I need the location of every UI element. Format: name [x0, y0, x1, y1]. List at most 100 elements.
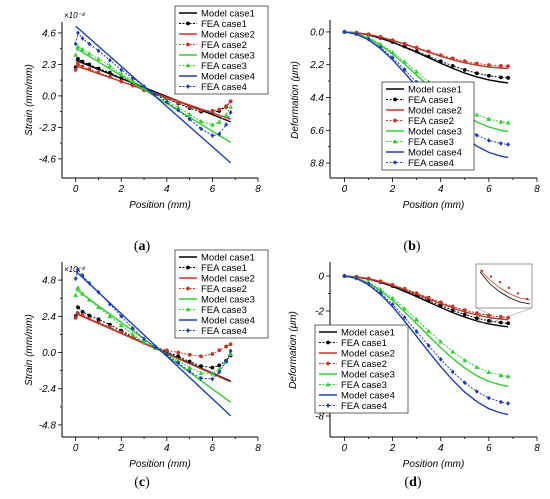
- data-point: [506, 321, 511, 326]
- data-point: [187, 359, 192, 364]
- data-point: [402, 315, 407, 320]
- panel-c: 0 2 4 6 8 4.8 2.4 0.0 -2.4 -4.8 ×10⁻⁴ Position (mm)…: [24, 249, 269, 490]
- data-point: [107, 313, 113, 319]
- data-point: [498, 320, 503, 325]
- data-point: [505, 373, 511, 379]
- data-point: [438, 53, 443, 58]
- legend-entry: FEA case4: [341, 401, 387, 412]
- inset-zoom: [475, 263, 533, 323]
- data-point: [378, 286, 383, 292]
- data-point: [76, 267, 80, 272]
- data-point: [498, 64, 503, 68]
- data-point: [390, 301, 395, 307]
- legend-marker: [185, 63, 191, 68]
- series-group: [342, 273, 511, 416]
- data-point: [474, 364, 480, 369]
- data-point: [228, 348, 233, 354]
- data-point: [142, 83, 146, 89]
- legend-marker: [186, 265, 190, 270]
- data-point: [506, 64, 511, 69]
- series-line: [75, 25, 232, 164]
- y-tick-label: 2.3: [41, 60, 56, 71]
- legend-entry: Model case1: [201, 8, 255, 19]
- data-point: [210, 133, 215, 138]
- data-point: [153, 91, 158, 97]
- data-point: [80, 46, 85, 52]
- data-point: [73, 67, 78, 72]
- legend-marker: [186, 84, 190, 89]
- data-point: [498, 372, 504, 378]
- series-line: [75, 268, 232, 380]
- data-point: [498, 141, 503, 146]
- data-point: [164, 352, 169, 358]
- legend-marker: [186, 328, 190, 333]
- data-point: [224, 104, 228, 109]
- data-point: [96, 56, 101, 61]
- data-point: [87, 62, 92, 67]
- panel-a: 0 2 4 6 8 4.6 2.3 0.0 -2.3 -4.6 ×10⁻⁴ Position (mm)…: [24, 5, 269, 254]
- y-axis-title: Deformation (μm): [288, 311, 299, 389]
- data-point: [438, 339, 444, 344]
- data-point: [378, 41, 383, 47]
- data-point: [141, 339, 147, 344]
- axis-multiplier: ×10⁻⁴: [64, 265, 86, 274]
- legend-box: [174, 5, 269, 95]
- data-point: [402, 41, 407, 46]
- zoom-connector: [475, 307, 492, 315]
- data-point: [75, 44, 81, 49]
- x-tick-label: 4: [164, 443, 170, 454]
- data-point: [342, 29, 347, 35]
- data-point: [486, 73, 491, 78]
- data-point: [217, 107, 222, 112]
- series-group: [73, 25, 234, 164]
- data-point: [506, 401, 511, 406]
- data-point: [462, 312, 467, 317]
- legend-entry: Model case1: [201, 252, 255, 263]
- data-point: [96, 317, 101, 322]
- data-point: [96, 48, 101, 54]
- y-tick-label: 2.4: [41, 312, 56, 323]
- legend-entry: FEA case1: [201, 19, 247, 30]
- data-point: [506, 315, 511, 320]
- data-point: [474, 112, 480, 117]
- data-point: [142, 336, 146, 342]
- y-tick-label: 2.2: [309, 60, 324, 71]
- data-point: [107, 63, 113, 68]
- panel-caption: (b): [403, 239, 420, 254]
- x-tick-label: 6: [486, 443, 492, 454]
- data-point: [378, 290, 383, 296]
- data-point: [506, 75, 511, 80]
- data-point: [217, 131, 222, 137]
- inset-point: [489, 275, 493, 278]
- y-tick-label: 4.4: [310, 93, 324, 104]
- data-point: [438, 356, 443, 362]
- data-point: [402, 286, 407, 291]
- legend-entry: FEA case3: [408, 137, 454, 148]
- data-point: [107, 324, 112, 329]
- legend-entry: Model case2: [408, 105, 462, 116]
- x-axis-title: Position (mm): [129, 200, 191, 211]
- series-line: [75, 59, 231, 123]
- inset-point: [516, 292, 520, 295]
- legend-marker: [326, 340, 330, 345]
- legend-entry: FEA case2: [201, 284, 247, 295]
- data-point: [76, 305, 80, 310]
- data-point: [130, 75, 135, 81]
- data-point: [187, 104, 192, 109]
- y-tick-label: -2.4: [39, 384, 57, 395]
- x-tick-label: 2: [117, 443, 124, 454]
- inset-frame: [475, 263, 533, 309]
- panel-caption: (a): [134, 239, 151, 254]
- data-point: [474, 61, 479, 66]
- data-point: [73, 52, 79, 57]
- y-axis-title: Strain (mm/mm): [24, 64, 35, 136]
- data-point: [506, 142, 511, 147]
- legend-entry: FEA case1: [408, 95, 454, 106]
- data-point: [176, 354, 181, 359]
- legend-entry: Model case4: [201, 315, 255, 326]
- data-point: [76, 62, 80, 67]
- legend-entry: Model case4: [201, 71, 255, 82]
